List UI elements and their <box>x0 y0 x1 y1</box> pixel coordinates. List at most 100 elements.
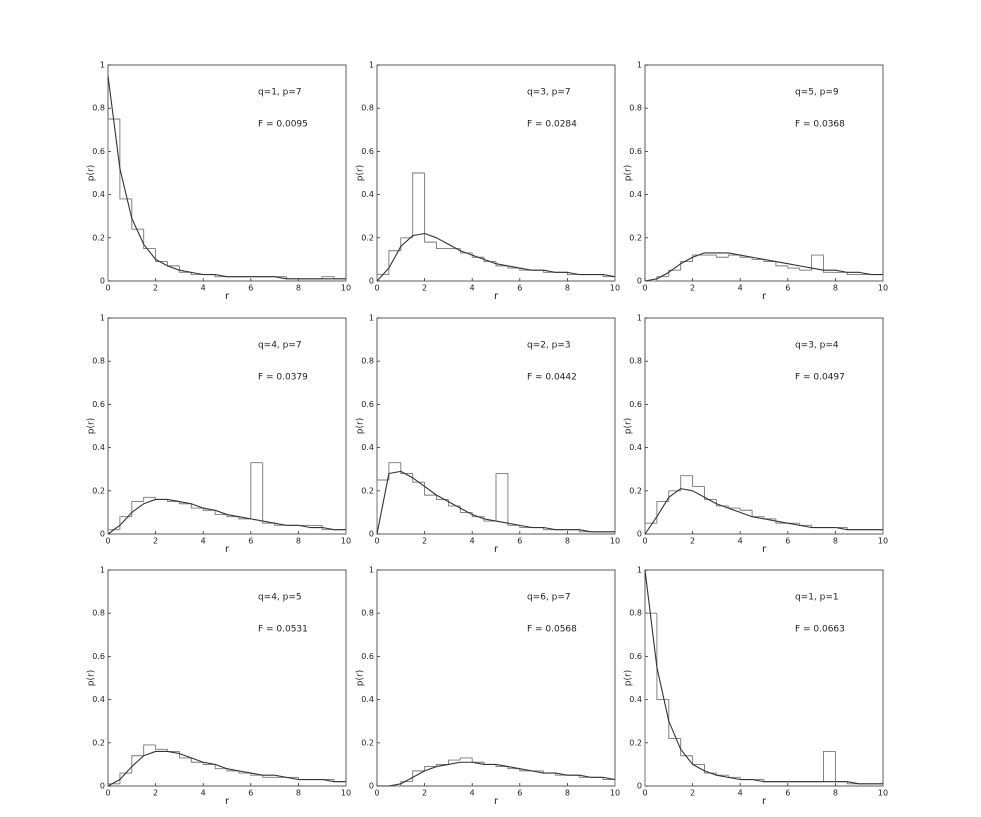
axes-frame <box>644 64 884 282</box>
annotation: F = 0.0442 <box>527 373 577 383</box>
x-tick-label: 8 <box>296 537 301 546</box>
y-tick-label: 0.8 <box>92 357 105 366</box>
histogram-bin <box>519 525 532 528</box>
histogram-bin <box>334 529 347 534</box>
histogram-bin <box>751 257 764 260</box>
histogram-bin <box>739 508 753 511</box>
panel: 0 2 4 6 8 10 0 0.2 0.4 0.6 0.8 1 r p(r) q=4, p=7 F = 0.… <box>87 314 352 556</box>
x-axis-label: r <box>762 291 767 302</box>
histogram-bin <box>155 248 168 263</box>
histogram-bin <box>107 118 120 281</box>
panel: 0 2 4 6 8 10 0 0.2 0.4 0.6 0.8 1 r p(r) q=1, p=1 F = 0.… <box>624 566 889 808</box>
y-tick-label: 0 <box>100 277 105 286</box>
y-tick-label: 0.6 <box>92 652 105 661</box>
histogram-bin <box>871 529 884 534</box>
panel: 0 2 4 6 8 10 0 0.2 0.4 0.6 0.8 1 r p(r) q=6, p=7 F = 0.… <box>356 566 621 808</box>
histogram-bin <box>483 257 496 263</box>
y-tick-label: 0.6 <box>92 147 105 156</box>
histogram-bin <box>436 242 449 250</box>
histogram-bin <box>602 777 616 786</box>
histogram-bin <box>107 529 120 534</box>
y-tick-label: 0.8 <box>629 104 642 113</box>
histogram-bin <box>424 766 437 771</box>
x-axis-label: r <box>225 291 230 302</box>
axes-frame <box>376 317 616 535</box>
histogram-bin <box>119 119 132 200</box>
histogram-bin <box>680 261 693 271</box>
histogram-bin <box>704 764 717 774</box>
y-tick-label: 0 <box>100 530 105 539</box>
x-tick-label: 6 <box>248 284 253 293</box>
axes-frame <box>376 569 616 787</box>
y-tick-label: 0.8 <box>92 104 105 113</box>
y-tick-label: 0.4 <box>629 695 642 704</box>
fit-curve <box>376 470 615 535</box>
fit-curve <box>644 488 883 535</box>
x-tick-label: 0 <box>105 789 110 798</box>
y-tick-label: 0.2 <box>92 233 105 242</box>
histogram-bin <box>692 475 705 487</box>
histogram-bin <box>262 462 275 524</box>
histogram-bin <box>656 613 669 701</box>
fit-curve <box>107 498 346 535</box>
histogram-bin <box>190 757 204 763</box>
histogram-bin <box>507 265 520 269</box>
y-tick-label: 0.8 <box>629 357 642 366</box>
histogram-bin <box>250 773 263 776</box>
annotation: q=3, p=4 <box>795 341 839 351</box>
y-tick-label: 0.8 <box>361 609 374 618</box>
y-tick-label: 0.8 <box>629 609 642 618</box>
histogram-bin <box>739 255 753 258</box>
histogram-bin <box>823 255 836 273</box>
fit-curve <box>107 750 346 787</box>
histogram-bin <box>668 699 681 739</box>
y-tick-label: 0 <box>369 530 374 539</box>
histogram-bin <box>202 508 216 511</box>
x-tick-label: 2 <box>153 537 158 546</box>
y-axis-label: p(r) <box>624 418 634 434</box>
x-axis-label: r <box>494 544 499 555</box>
histogram-bin <box>704 486 717 500</box>
x-tick-label: 0 <box>105 284 110 293</box>
histogram-bin <box>715 773 729 776</box>
y-tick-label: 0.2 <box>629 233 642 242</box>
x-tick-label: 0 <box>642 537 647 546</box>
x-tick-label: 0 <box>374 284 379 293</box>
histogram-bin <box>578 529 592 533</box>
histogram-bin <box>471 252 485 258</box>
fit-curve <box>107 75 346 280</box>
x-tick-label: 2 <box>422 537 427 546</box>
histogram-bin <box>238 770 251 774</box>
annotation: F = 0.0379 <box>258 373 308 383</box>
y-tick-label: 1 <box>100 61 105 70</box>
y-tick-label: 0.2 <box>92 486 105 495</box>
histogram-bin <box>507 473 520 526</box>
y-tick-label: 0.6 <box>629 400 642 409</box>
histogram-bin <box>190 503 204 509</box>
annotation: q=1, p=1 <box>795 593 839 603</box>
histogram-bin <box>388 250 401 275</box>
y-tick-label: 0.2 <box>629 486 642 495</box>
histogram-bin <box>471 512 485 518</box>
x-tick-label: 6 <box>785 284 790 293</box>
panel: 0 2 4 6 8 10 0 0.2 0.4 0.6 0.8 1 r p(r) q=3, p=4 F = 0.… <box>624 314 889 556</box>
annotation: q=6, p=7 <box>527 593 571 603</box>
histogram-bin <box>321 525 335 531</box>
y-tick-label: 0.2 <box>361 233 374 242</box>
histogram-bin <box>238 516 251 520</box>
histogram-bin <box>775 518 788 524</box>
x-tick-label: 6 <box>785 789 790 798</box>
histogram-bin <box>131 198 144 230</box>
x-tick-label: 8 <box>833 789 838 798</box>
y-tick-label: 0.4 <box>629 190 642 199</box>
histogram-bin <box>143 229 156 250</box>
y-tick-label: 0.6 <box>361 400 374 409</box>
x-tick-label: 8 <box>565 789 570 798</box>
y-tick-label: 1 <box>100 566 105 575</box>
x-tick-label: 4 <box>201 284 206 293</box>
histogram-bin <box>751 510 764 518</box>
annotation: q=3, p=7 <box>527 88 571 98</box>
histogram-bin <box>727 775 741 778</box>
